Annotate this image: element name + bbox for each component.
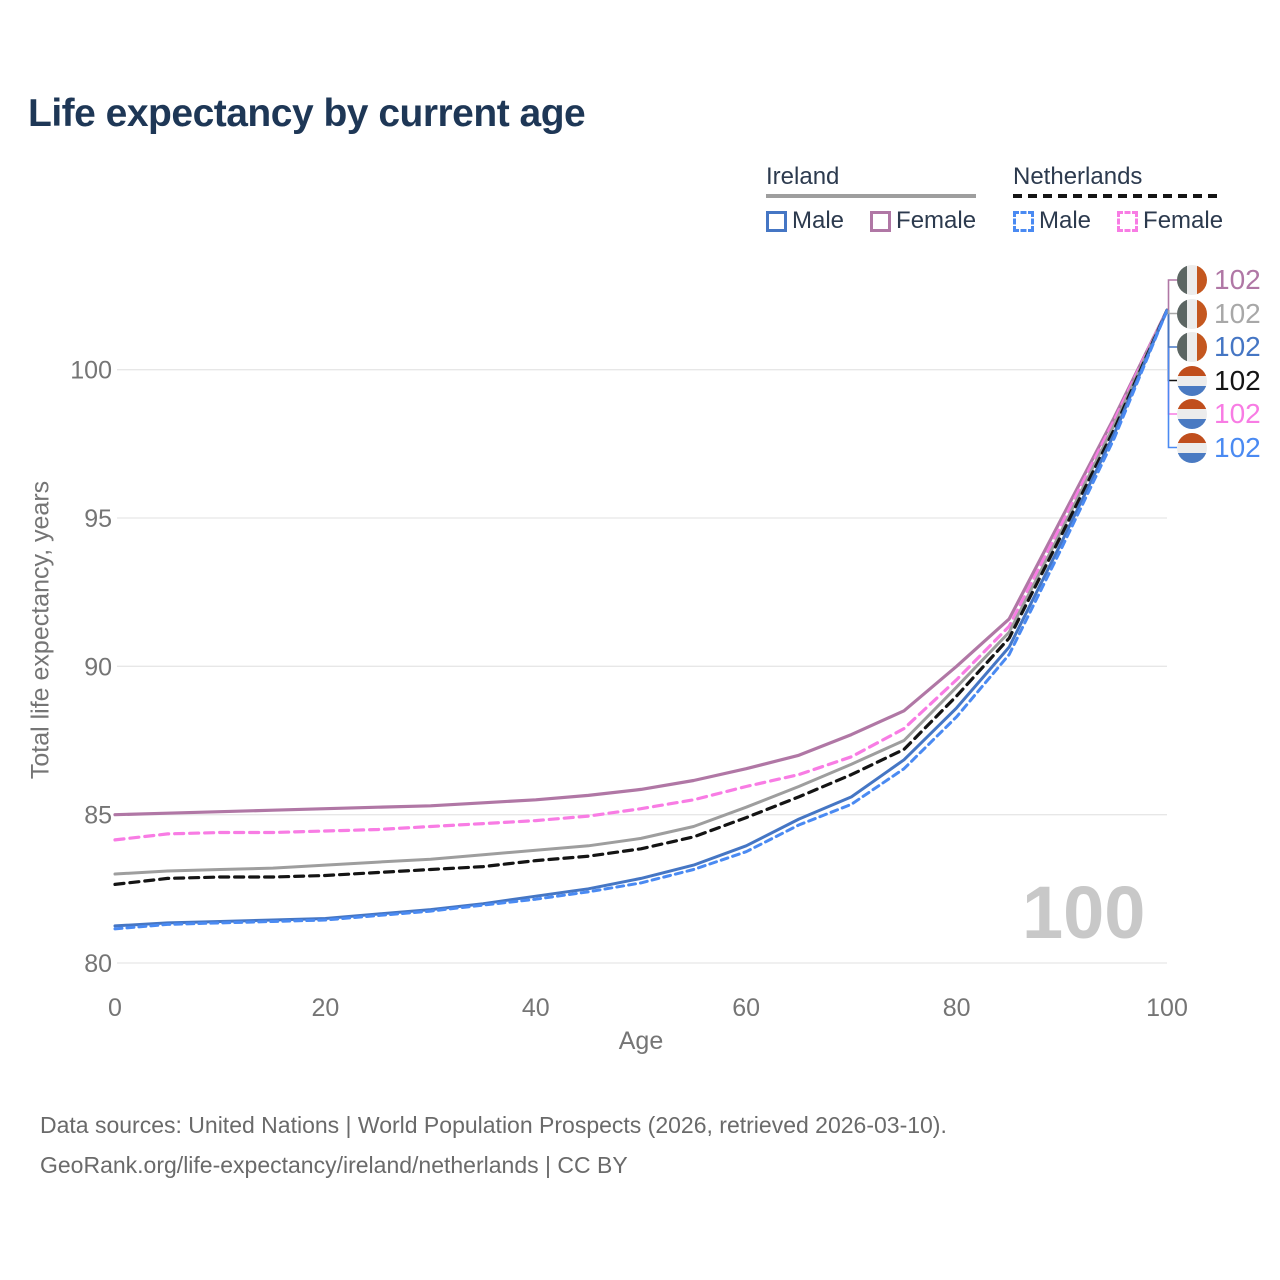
y-tick-100: 100 — [70, 357, 112, 385]
x-axis-title: Age — [618, 1027, 664, 1055]
footer: Data sources: United Nations | World Pop… — [40, 1105, 947, 1185]
y-tick-90: 90 — [84, 653, 112, 681]
series-line-ireland-male[interactable] — [113, 308, 1169, 928]
chart-title: Life expectancy by current age — [28, 92, 586, 135]
legend-label: Male — [792, 207, 845, 234]
ireland-line-style-swatch — [766, 194, 977, 198]
netherlands-male-swatch — [1013, 210, 1034, 232]
netherlands-line-style-swatch — [1013, 194, 1224, 198]
age-watermark: 100 — [1022, 871, 1146, 954]
ireland-flag-icon — [1177, 332, 1207, 362]
y-tick-80: 80 — [84, 950, 112, 978]
series-line-netherlands-female[interactable] — [113, 308, 1169, 842]
netherlands-flag-icon — [1177, 399, 1207, 429]
legend-label: Female — [1143, 207, 1224, 234]
y-tick-95: 95 — [84, 505, 112, 533]
legend-group-ireland: Ireland Male Female — [766, 163, 977, 235]
x-tick-40: 40 — [522, 994, 550, 1022]
netherlands-flag-icon — [1177, 432, 1207, 463]
end-label-row-netherlands-male: 102 — [1177, 431, 1261, 463]
y-tick-85: 85 — [84, 802, 112, 830]
end-value-label: 102 — [1214, 364, 1261, 396]
ireland-male-swatch — [766, 210, 787, 232]
data-sources-line: Data sources: United Nations | World Pop… — [40, 1112, 947, 1138]
legend-label: Male — [1039, 207, 1092, 234]
end-value-label: 102 — [1214, 297, 1261, 329]
end-label-row-ireland-male: 102 — [1177, 332, 1261, 362]
leader-line-netherlands-female — [1167, 310, 1177, 415]
x-tick-60: 60 — [732, 994, 760, 1022]
leader-line-ireland-female — [1167, 279, 1177, 311]
end-value-label: 102 — [1214, 331, 1261, 362]
legend-title-ireland[interactable]: Ireland — [766, 163, 977, 198]
ireland-female-swatch — [870, 210, 892, 232]
end-label-row-netherlands-female: 102 — [1177, 399, 1261, 429]
netherlands-flag-icon — [1177, 365, 1207, 396]
end-value-label: 102 — [1214, 398, 1261, 429]
x-tick-0: 0 — [108, 994, 122, 1022]
netherlands-female-swatch — [1117, 210, 1139, 232]
end-label-row-ireland-female: 102 — [1177, 265, 1261, 295]
legend-title-netherlands[interactable]: Netherlands — [1013, 163, 1224, 198]
ireland-flag-icon — [1177, 298, 1207, 329]
series-line-netherlands-male[interactable] — [113, 308, 1169, 931]
legend-item-ireland-female[interactable]: Female — [870, 207, 976, 235]
attribution-line: GeoRank.org/life-expectancy/ireland/neth… — [40, 1152, 628, 1178]
legend-item-ireland-male[interactable]: Male — [766, 207, 844, 235]
legend-item-netherlands-female[interactable]: Female — [1117, 207, 1223, 235]
leader-line-ireland-total — [1167, 310, 1177, 315]
end-label-row-ireland-total: 102 — [1177, 297, 1261, 329]
series-line-ireland-female[interactable] — [113, 308, 1169, 817]
x-tick-80: 80 — [943, 994, 971, 1022]
leader-line-ireland-male — [1167, 310, 1177, 348]
x-tick-100: 100 — [1146, 994, 1188, 1022]
leader-line-netherlands-total — [1167, 310, 1177, 382]
end-label-row-netherlands-total: 102 — [1177, 364, 1261, 396]
legend-group-netherlands: Netherlands Male Female — [1013, 163, 1224, 235]
legend-item-netherlands-male[interactable]: Male — [1013, 207, 1091, 235]
end-value-label: 102 — [1214, 431, 1261, 463]
end-value-label: 102 — [1214, 264, 1261, 295]
ireland-flag-icon — [1177, 265, 1207, 295]
x-tick-20: 20 — [311, 994, 339, 1022]
series-line-ireland-total[interactable] — [113, 308, 1169, 876]
legend-label: Female — [896, 207, 977, 234]
leader-line-netherlands-male — [1167, 310, 1177, 449]
series-line-netherlands-total[interactable] — [113, 308, 1169, 887]
